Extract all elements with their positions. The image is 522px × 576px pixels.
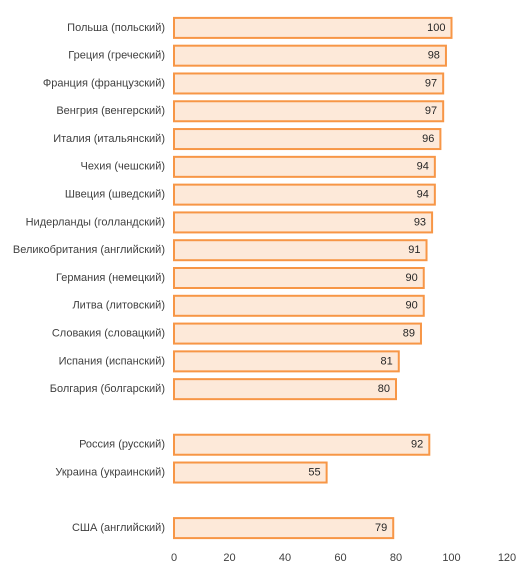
bar: [173, 461, 328, 484]
value-label: 94: [417, 161, 429, 173]
y-tick-label: Испания (испанский): [59, 355, 165, 367]
y-tick-label: Польша (польский): [67, 22, 165, 34]
y-tick-label: Словакия (словацкий): [52, 327, 165, 339]
bar: [173, 378, 397, 401]
bar: [173, 183, 436, 206]
value-label: 81: [381, 355, 393, 367]
y-tick-label: Греция (греческий): [68, 50, 165, 62]
y-tick-label: Италия (итальянский): [53, 133, 165, 145]
x-tick-label: 80: [390, 552, 402, 564]
bar: [173, 433, 431, 456]
value-label: 96: [422, 133, 434, 145]
bar: [173, 294, 425, 317]
bar: [173, 16, 453, 39]
bar: [173, 155, 436, 178]
bar: [173, 100, 445, 123]
value-label: 55: [308, 466, 320, 478]
bar: [173, 267, 425, 289]
y-tick-label: Венгрия (венгерский): [56, 105, 165, 117]
y-tick-label: Болгария (болгарский): [50, 383, 165, 395]
value-label: 100: [427, 22, 445, 34]
x-tick-label: 60: [334, 552, 346, 564]
x-tick-label: 40: [279, 552, 291, 564]
value-label: 80: [378, 383, 390, 395]
value-label: 92: [411, 439, 423, 451]
value-label: 89: [403, 327, 415, 339]
value-label: 79: [375, 522, 387, 534]
x-tick-label: 100: [442, 552, 460, 564]
value-label: 90: [406, 300, 418, 312]
value-label: 94: [417, 189, 429, 201]
y-tick-label: Германия (немецкий): [56, 272, 165, 284]
y-tick-label: Чехия (чешский): [81, 161, 165, 173]
value-label: 97: [425, 77, 437, 89]
bar: [173, 128, 442, 151]
value-label: 93: [414, 216, 426, 228]
bar: [173, 44, 447, 67]
value-label: 90: [406, 272, 418, 284]
y-tick-label: Великобритания (английский): [13, 244, 165, 256]
bar: [173, 239, 428, 262]
bar: [173, 322, 422, 345]
bar: [173, 72, 445, 95]
y-tick-label: Нидерланды (голландский): [26, 216, 165, 228]
x-tick-label: 20: [223, 552, 235, 564]
bar: [173, 211, 434, 234]
x-tick-label: 120: [498, 552, 516, 564]
bar: [173, 517, 395, 540]
value-label: 98: [428, 50, 440, 62]
y-tick-label: Россия (русский): [79, 439, 165, 451]
bar: [173, 350, 400, 373]
y-tick-label: США (английский): [72, 522, 165, 534]
x-tick-label: 0: [171, 552, 177, 564]
value-label: 91: [408, 244, 420, 256]
y-tick-label: Украина (украинский): [55, 466, 165, 478]
y-tick-label: Франция (французский): [43, 77, 165, 89]
value-label: 97: [425, 105, 437, 117]
y-tick-label: Литва (литовский): [72, 300, 165, 312]
y-tick-label: Швеция (шведский): [65, 189, 165, 201]
